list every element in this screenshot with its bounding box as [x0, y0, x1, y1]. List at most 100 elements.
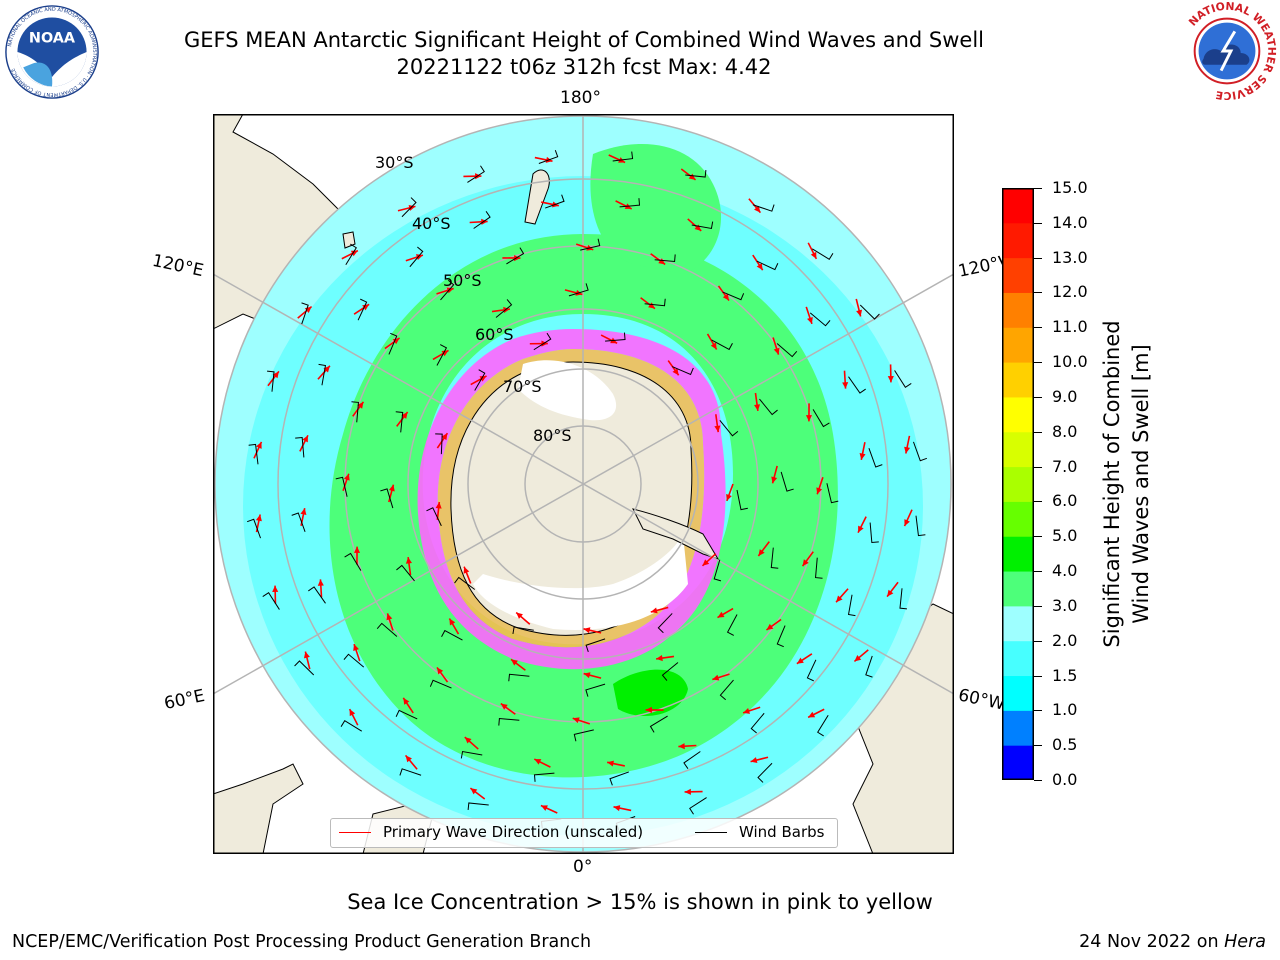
- colorbar-segment: [1002, 257, 1034, 293]
- noaa-logo-text: NOAA: [29, 30, 76, 46]
- meridian-label-60w: 60°W: [956, 685, 1007, 715]
- wave-arrow-head: [796, 657, 804, 664]
- wind-barb: [756, 260, 779, 271]
- wind-barb: [426, 507, 442, 527]
- wave-arrow-head: [449, 618, 456, 626]
- wave-arrow-head: [771, 476, 778, 484]
- colorbar-tick-label: 1.0: [1052, 700, 1078, 720]
- wave-arrow-head: [302, 435, 308, 443]
- colorbar-tick-mark: [1034, 675, 1042, 677]
- meridian-label-0: 0°: [573, 857, 593, 877]
- map-legend: Primary Wave Direction (unscaled) Wind B…: [330, 818, 838, 848]
- wave-arrow-head: [572, 717, 580, 724]
- wave-arrow-head: [349, 709, 356, 717]
- wave-arrow-head: [858, 525, 864, 533]
- wave-arrow-head: [500, 703, 508, 710]
- wave-arrow-head: [717, 611, 725, 618]
- wind-barb: [395, 411, 404, 433]
- wind-barb: [719, 679, 734, 701]
- wave-arrow-head: [541, 340, 548, 347]
- meridian-label-60e: 60°E: [162, 685, 207, 715]
- wind-barb: [585, 683, 606, 697]
- wave-arrow-head: [401, 412, 408, 419]
- wind-barb: [719, 419, 739, 437]
- colorbar-tick-mark: [1034, 605, 1042, 607]
- wave-arrow-head: [534, 759, 542, 765]
- wind-barb: [776, 343, 798, 358]
- colorbar-tick-mark: [1034, 571, 1042, 573]
- wave-arrow-head: [836, 595, 843, 603]
- wind-barb: [809, 312, 831, 327]
- wave-arrow-head: [672, 368, 679, 376]
- wind-barb: [865, 655, 873, 678]
- colorbar-label: Significant Height of Combined Wind Wave…: [1098, 320, 1156, 647]
- wind-barb: [568, 283, 589, 297]
- wind-barb: [691, 221, 714, 230]
- wind-barb: [467, 802, 489, 810]
- wave-arrow-head: [743, 708, 751, 714]
- wind-barb: [770, 547, 779, 569]
- wind-barb: [806, 659, 817, 682]
- wave-arrow-head: [710, 342, 717, 350]
- map-border: [213, 114, 954, 854]
- legend-label-wind-barbs: Wind Barbs: [739, 823, 825, 841]
- wind-barb: [248, 443, 259, 465]
- colorbar-tick-label: 13.0: [1052, 247, 1088, 267]
- colorbar-segment: [1002, 362, 1034, 398]
- wind-barb: [308, 586, 326, 604]
- wind-barb: [817, 714, 829, 737]
- wind-barb: [726, 614, 738, 636]
- wind-barb: [399, 768, 422, 776]
- colorbar-tick-label: 2.0: [1052, 630, 1078, 650]
- wind-barb: [811, 248, 834, 260]
- wave-arrow-head: [516, 612, 523, 619]
- wave-arrow-head: [766, 623, 774, 630]
- wave-arrow-head: [415, 254, 423, 260]
- wave-arrow-head: [272, 371, 279, 379]
- colorbar-tick-mark: [1034, 396, 1042, 398]
- wind-barb: [657, 613, 673, 634]
- colorbar-segment: [1002, 640, 1034, 677]
- wave-arrow-head: [810, 251, 817, 259]
- wind-barb: [473, 211, 491, 229]
- wave-arrow-head: [722, 293, 729, 301]
- lat-label-60s: 60°S: [475, 325, 514, 344]
- wind-barb: [585, 638, 606, 653]
- wind-barb: [776, 625, 786, 648]
- wind-barb: [848, 376, 866, 394]
- wind-barb: [750, 712, 765, 734]
- wind-barb: [683, 751, 701, 769]
- wind-barb: [757, 762, 773, 783]
- wave-arrow-head: [300, 508, 307, 515]
- wind-barb: [826, 483, 839, 504]
- land-tasmania: [342, 231, 356, 249]
- colorbar-tick-label: 9.0: [1052, 386, 1078, 406]
- wave-arrow-head: [386, 613, 393, 621]
- wind-barb: [301, 302, 309, 325]
- wave-arrow-head: [343, 473, 350, 481]
- wind-barb: [815, 557, 823, 579]
- wave-arrow-head: [754, 404, 761, 411]
- wave-arrow-head: [511, 659, 518, 666]
- wind-barb: [436, 344, 448, 366]
- nws-logo: NATIONAL WEATHER SERVICE: [1179, 2, 1278, 100]
- wind-barb: [395, 709, 418, 720]
- wind-barb: [262, 592, 280, 610]
- meridian-label-180: 180°: [560, 88, 601, 108]
- wave-arrow-head: [323, 365, 330, 373]
- wave-arrow-head: [403, 697, 410, 705]
- wave-arrow-head: [255, 514, 262, 522]
- wave-arrow-head: [816, 487, 823, 495]
- wind-barb: [376, 622, 398, 637]
- colorbar-tick-label: 1.5: [1052, 665, 1078, 685]
- wave-arrow-head: [583, 672, 591, 679]
- colorbar-segment: [1002, 675, 1034, 711]
- wind-barb: [685, 170, 707, 178]
- colorbar-tick-mark: [1034, 257, 1042, 259]
- wind-barb: [609, 771, 629, 786]
- wave-arrow-head: [304, 306, 312, 313]
- colorbar-segment: [1002, 605, 1034, 642]
- wave-arrow-head: [807, 316, 813, 324]
- run-host: Hera: [1224, 932, 1266, 952]
- wave-arrow-head: [650, 607, 658, 614]
